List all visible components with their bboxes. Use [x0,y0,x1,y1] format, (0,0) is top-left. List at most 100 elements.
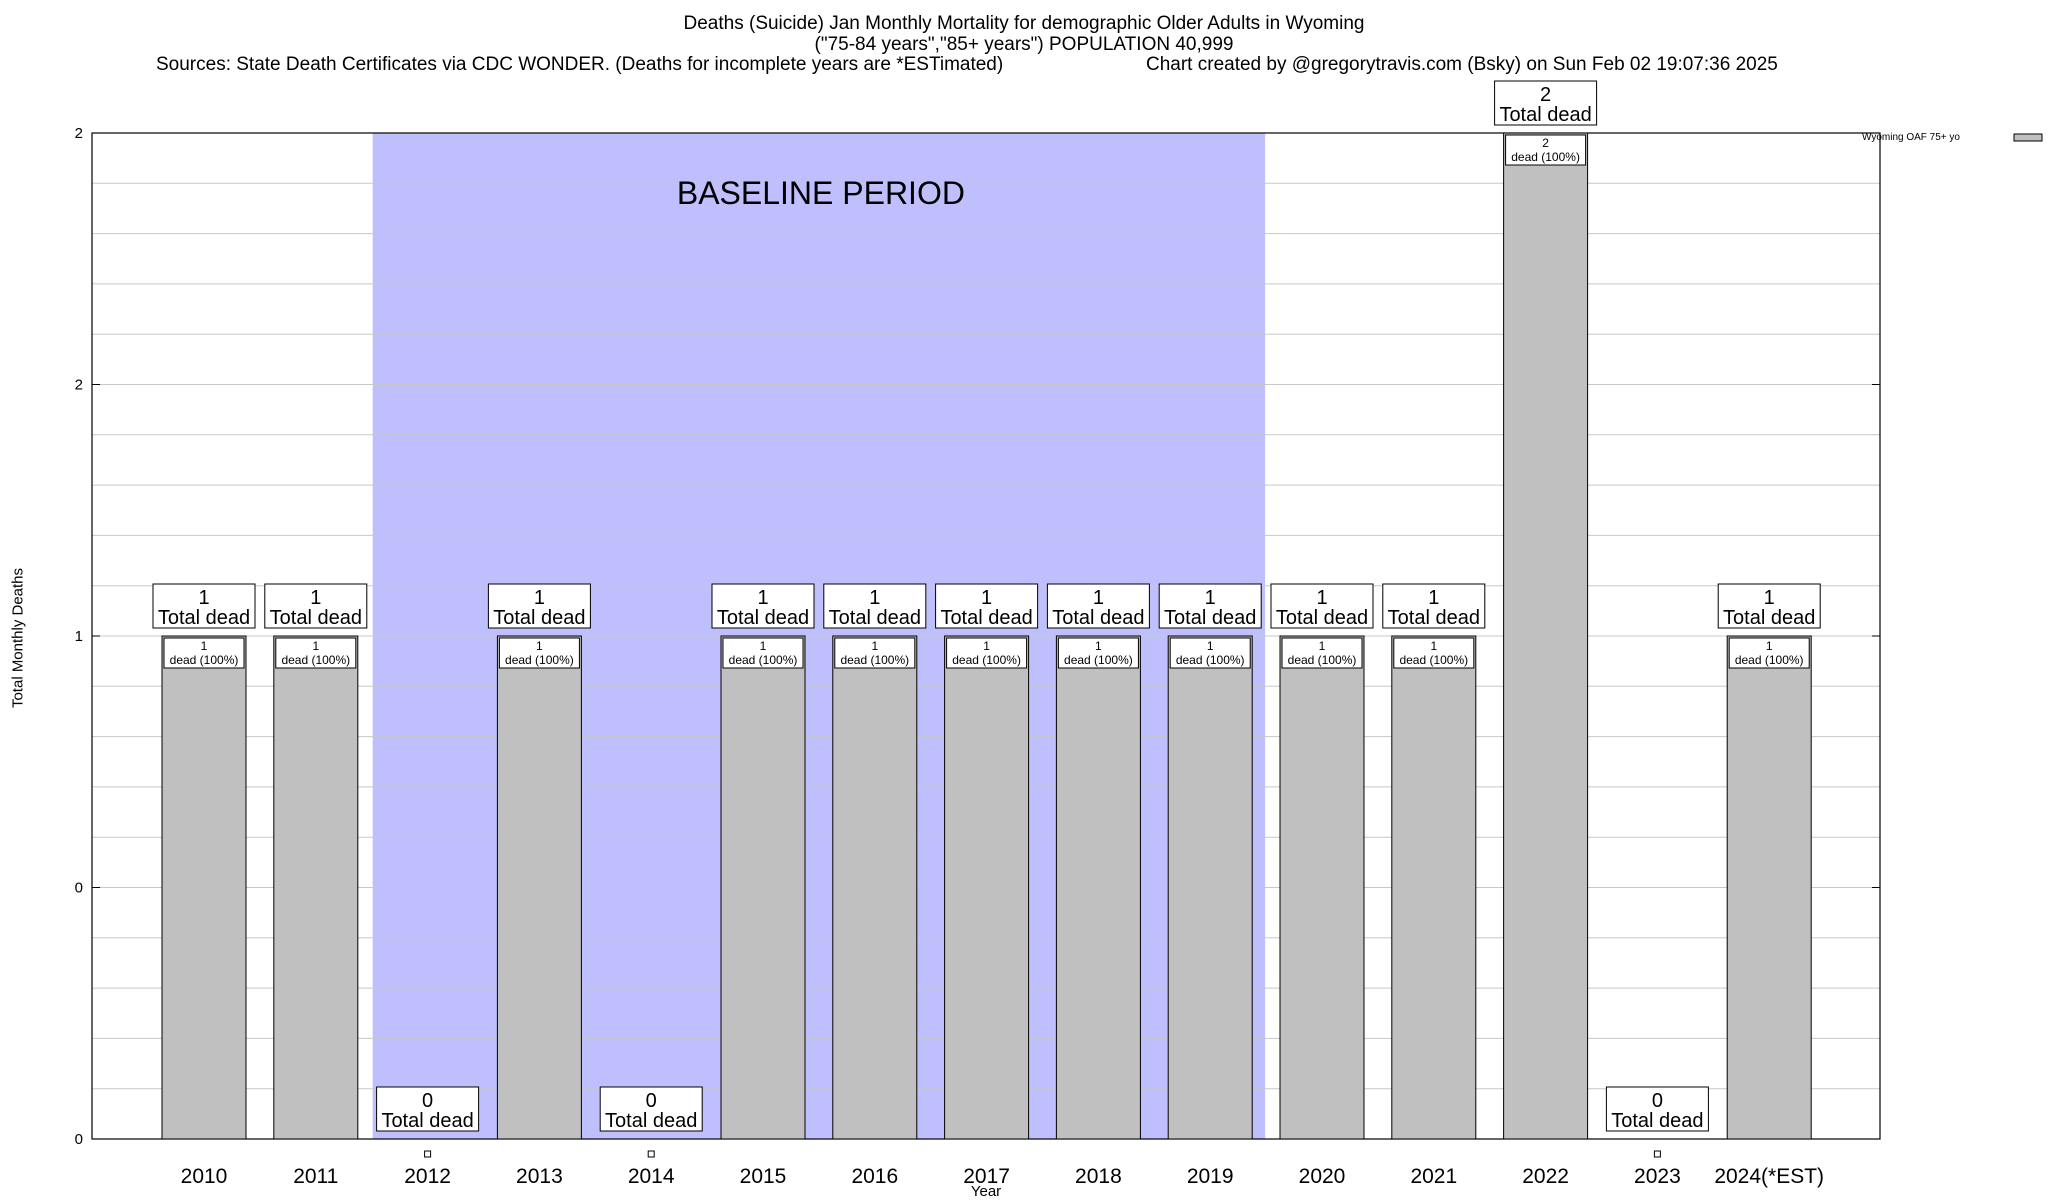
bar-inner-label-box [275,637,357,669]
bar-total-value: 1 [1316,587,1327,609]
y-tick-label: 1 [75,628,83,645]
bar [1503,132,1589,1140]
bar-total-label: Total dead [1052,607,1144,629]
bar [1279,635,1365,1140]
bar [273,635,359,1140]
x-tick-label: 2018 [1075,1165,1122,1188]
x-tick-label: 2015 [740,1165,787,1188]
bar [1167,635,1253,1140]
bar-inner-value: 1 [536,639,543,653]
bar-total-label: Total dead [381,1110,473,1132]
bar-total-label-box [376,1086,480,1132]
x-tick-label: 2022 [1522,1165,1569,1188]
bar [161,635,247,1140]
bar-total-label-box [1046,583,1150,629]
bar [1055,635,1141,1140]
legend-label: Wyoming OAF 75+ yo [1862,132,1960,143]
bar-total-value: 1 [981,587,992,609]
zero-marker [424,1150,432,1158]
bar-total-label: Total dead [1723,607,1815,629]
bar-inner-label-box [1505,134,1587,166]
bar-inner-label-box [722,637,804,669]
sources-note: Sources: State Death Certificates via CD… [156,54,1004,75]
bar-inner-value: 2 [1542,136,1549,150]
bar-total-value: 2 [1540,84,1551,106]
bar-inner-label: dead (100%) [1735,653,1804,667]
bar-inner-label-box [946,637,1028,669]
bar-inner-label: dead (100%) [170,653,239,667]
bar-total-label: Total dead [717,607,809,629]
bar-total-value: 1 [1205,587,1216,609]
bar-total-value: 1 [757,587,768,609]
bar [1391,635,1477,1140]
bar-total-value: 1 [198,587,209,609]
bar-total-value: 1 [869,587,880,609]
bar-total-label: Total dead [1276,607,1368,629]
chart-subtitle: ("75-84 years","85+ years") POPULATION 4… [814,34,1234,55]
legend-swatch [2013,133,2043,142]
bar-inner-value: 1 [983,639,990,653]
bar-total-label-box [935,583,1039,629]
bar-inner-value: 1 [1095,639,1102,653]
bar-total-label-box [1605,1086,1709,1132]
y-tick-label: 0 [75,1131,83,1148]
bar-total-label-box [1494,80,1598,126]
x-tick-label: 2020 [1299,1165,1346,1188]
bar-total-label: Total dead [1164,607,1256,629]
x-tick-label: 2011 [293,1165,338,1188]
bar-total-label: Total dead [270,607,362,629]
x-tick-label: 2013 [516,1165,563,1188]
bar-total-value: 1 [1093,587,1104,609]
bar-inner-label-box [1728,637,1810,669]
bar-inner-value: 1 [760,639,767,653]
bar-inner-value: 1 [871,639,878,653]
bar-total-value: 1 [1428,587,1439,609]
bar-inner-value: 1 [1207,639,1214,653]
bar-inner-label: dead (100%) [952,653,1021,667]
bar-inner-label: dead (100%) [1288,653,1357,667]
bar-total-value: 1 [1764,587,1775,609]
x-tick-label: 2017 [963,1165,1010,1188]
zero-marker [1653,1150,1661,1158]
x-tick-label: 2019 [1187,1165,1234,1188]
bar-total-value: 0 [422,1090,433,1112]
bar-total-label-box [264,583,368,629]
bar-total-label-box [823,583,927,629]
bar-total-label: Total dead [493,607,585,629]
bar-total-label-box [487,583,591,629]
bar-inner-label: dead (100%) [729,653,798,667]
bar-total-value: 1 [310,587,321,609]
y-tick-label: 2 [75,125,83,142]
bar-total-label-box [1270,583,1374,629]
bar-inner-label: dead (100%) [1511,150,1580,164]
bar [1726,635,1812,1140]
bar-inner-label: dead (100%) [1064,653,1133,667]
x-tick-label: 2021 [1410,1165,1457,1188]
x-tick-label: 2016 [851,1165,898,1188]
bar-inner-value: 1 [1319,639,1326,653]
bar-total-label: Total dead [940,607,1032,629]
x-axis-label: Year [970,1183,1002,1200]
bar-total-value: 0 [646,1090,657,1112]
bar-total-label-box [599,1086,703,1132]
bar-inner-label-box [1281,637,1363,669]
bar-inner-label: dead (100%) [1399,653,1468,667]
bar-total-label: Total dead [1499,104,1591,126]
bar-inner-value: 1 [1430,639,1437,653]
bar-total-label: Total dead [158,607,250,629]
bar-total-label-box [152,583,256,629]
bar-inner-label: dead (100%) [281,653,350,667]
baseline-label: BASELINE PERIOD [677,175,965,211]
x-tick-label: 2014 [628,1165,675,1188]
bar-inner-label: dead (100%) [505,653,574,667]
bar [944,635,1030,1140]
bar-inner-label-box [1393,637,1475,669]
bar [720,635,806,1140]
bar-total-label: Total dead [829,607,921,629]
bar-inner-label: dead (100%) [840,653,909,667]
bar-inner-label-box [1057,637,1139,669]
bar-inner-label-box [163,637,245,669]
bar-inner-value: 1 [312,639,319,653]
bar-inner-label-box [498,637,580,669]
bar-inner-value: 1 [1766,639,1773,653]
